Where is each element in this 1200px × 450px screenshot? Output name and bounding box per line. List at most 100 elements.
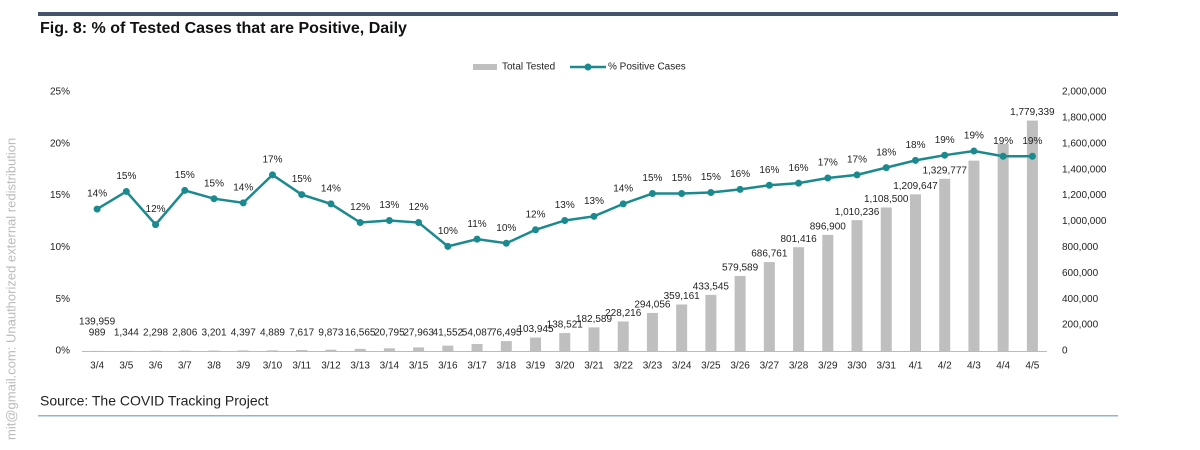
bar: [266, 350, 278, 351]
x-tick-label: 3/8: [207, 361, 221, 372]
bar-value-label: 4,889: [260, 328, 285, 339]
bar-value-label: 1,108,500: [864, 194, 909, 205]
line-value-label: 15%: [672, 173, 692, 184]
x-tick-label: 3/28: [789, 361, 809, 372]
x-tick-label: 3/26: [730, 361, 750, 372]
x-tick-label: 3/10: [263, 361, 283, 372]
line-value-label: 15%: [701, 172, 721, 183]
line-marker: [210, 195, 218, 203]
bar: [617, 321, 629, 351]
source: Source: The COVID Tracking Project: [40, 393, 269, 409]
x-tick-label: 3/5: [119, 361, 133, 372]
bar: [968, 160, 980, 351]
bar-value-label: 294,056: [634, 300, 671, 311]
bar: [354, 348, 366, 351]
line-marker: [298, 191, 306, 199]
bar-value-label: 2,806: [172, 328, 197, 339]
x-tick-label: 3/20: [555, 361, 575, 372]
line-value-label: 19%: [935, 135, 955, 146]
x-tick-label: 3/15: [409, 361, 429, 372]
line-marker: [532, 226, 540, 234]
bar: [325, 349, 337, 351]
line-value-label: 12%: [526, 209, 546, 220]
y-tick-label: 0%: [56, 346, 71, 357]
bar-value-label: 579,589: [722, 263, 759, 274]
bar-value-label: 1,329,777: [922, 165, 967, 176]
bar: [734, 275, 746, 351]
line-value-label: 11%: [467, 219, 486, 230]
bar-value-label: 54,087: [462, 328, 493, 339]
line-marker: [152, 221, 160, 229]
bar: [880, 207, 892, 351]
line-marker: [327, 200, 335, 208]
bar-value-label: 801,416: [780, 234, 817, 245]
line-value-label: 15%: [642, 173, 662, 184]
x-tick-label: 3/19: [526, 361, 546, 372]
x-tick-label: 4/3: [967, 361, 981, 372]
bar-value-label: 896,900: [810, 221, 847, 232]
annotation: 139,959: [79, 317, 116, 328]
line-marker: [853, 171, 861, 179]
bar-value-label: 2,298: [143, 328, 168, 339]
chart-title: Fig. 8: % of Tested Cases that are Posit…: [40, 20, 407, 37]
line-marker: [648, 190, 656, 198]
x-tick-label: 3/21: [584, 361, 604, 372]
line-value-label: 14%: [321, 184, 341, 195]
line-value-label: 10%: [496, 223, 516, 234]
y-tick-label: 15%: [50, 190, 70, 201]
line-value-label: 15%: [292, 174, 312, 185]
line-marker: [736, 185, 744, 193]
line-marker: [824, 174, 832, 182]
bar-value-label: 41,552: [433, 328, 464, 339]
x-tick-label: 4/1: [909, 361, 923, 372]
line-marker: [444, 242, 452, 250]
bar: [676, 304, 688, 351]
bar: [763, 262, 775, 351]
y-tick-label: 25%: [50, 87, 70, 98]
line-marker: [1028, 152, 1036, 160]
line-marker: [678, 190, 686, 198]
line-value-label: 12%: [350, 202, 370, 213]
bar-value-label: 7,617: [289, 328, 314, 339]
x-tick-label: 3/16: [438, 361, 458, 372]
bar-value-label: 228,216: [605, 308, 642, 319]
bar-value-label: 20,795: [374, 328, 405, 339]
bar-value-label: 359,161: [664, 291, 701, 302]
line-marker: [93, 205, 101, 213]
y2-tick-label: 200,000: [1062, 320, 1099, 331]
bar: [413, 347, 425, 351]
line-value-label: 14%: [613, 184, 633, 195]
line-value-label: 17%: [818, 158, 838, 169]
line-marker: [122, 187, 130, 195]
line-value-label: 15%: [204, 178, 224, 189]
x-tick-label: 3/6: [149, 361, 163, 372]
line-value-label: 15%: [175, 170, 195, 181]
x-tick-label: 3/11: [292, 361, 311, 372]
bar: [909, 194, 921, 351]
watermark: mit@gmail.com: Unauthorized external red…: [3, 138, 18, 440]
footer-rule: [38, 415, 1118, 417]
line-marker: [970, 147, 978, 155]
bar-value-label: 1,344: [114, 328, 139, 339]
bar: [588, 327, 600, 351]
bar-value-label: 138,521: [547, 320, 584, 331]
bar: [939, 178, 951, 351]
bar-value-label: 1,209,647: [893, 181, 938, 192]
x-tick-label: 3/4: [90, 361, 104, 372]
line-value-label: 19%: [964, 131, 984, 142]
y2-tick-label: 2,000,000: [1062, 87, 1107, 98]
line-value-label: 19%: [993, 136, 1013, 147]
bar: [530, 337, 542, 351]
line-marker: [795, 179, 803, 187]
x-tick-label: 3/27: [760, 361, 780, 372]
line-value-label: 16%: [730, 169, 750, 180]
bar: [793, 247, 805, 351]
bar: [296, 350, 308, 351]
bar: [822, 234, 834, 351]
x-tick-label: 3/22: [613, 361, 633, 372]
line-marker: [561, 216, 569, 224]
x-tick-label: 4/5: [1025, 361, 1039, 372]
bar: [383, 348, 395, 351]
bar-value-label: 1,010,236: [835, 207, 880, 218]
y-tick-label: 5%: [56, 294, 71, 305]
